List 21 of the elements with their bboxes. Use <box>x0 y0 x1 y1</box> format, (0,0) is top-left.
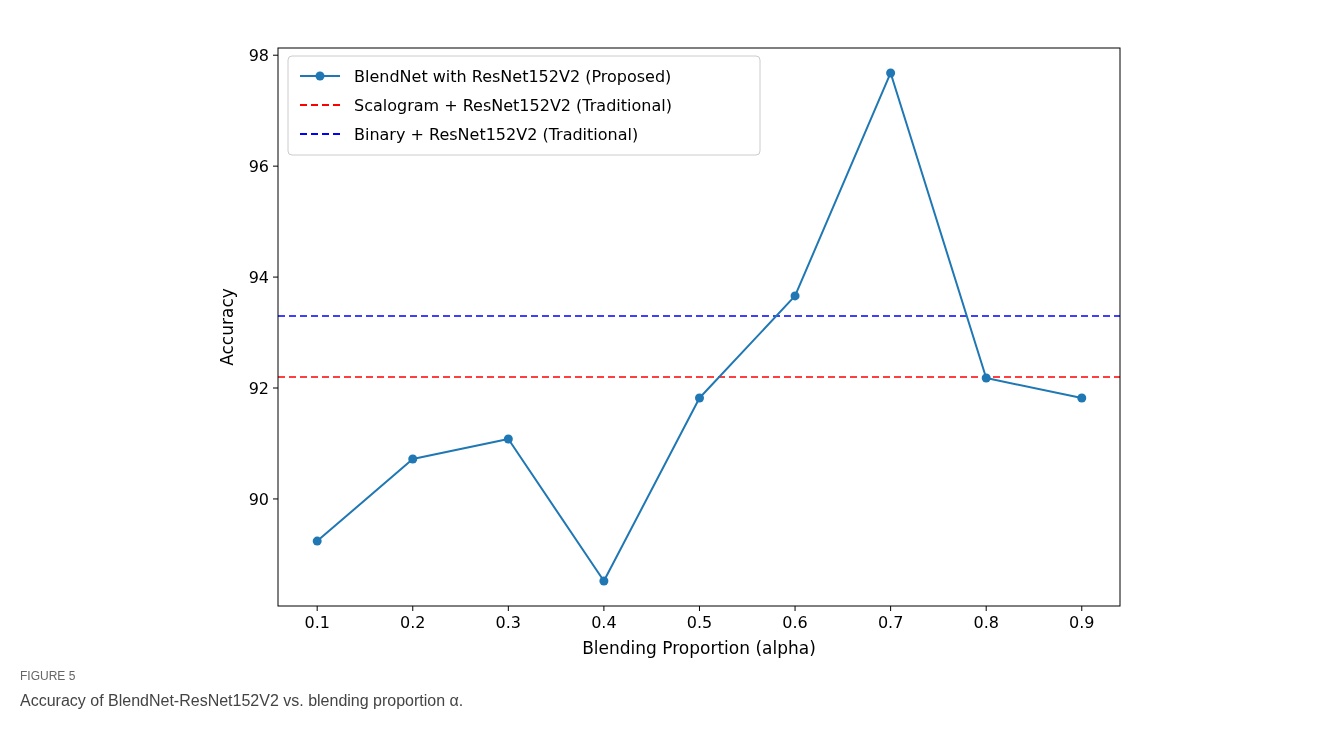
x-tick-label: 0.7 <box>877 613 904 632</box>
y-tick-label: 98 <box>248 45 269 65</box>
x-tick-label: 0.3 <box>495 613 522 632</box>
y-tick-label: 92 <box>248 378 269 398</box>
x-tick-label: 0.4 <box>591 613 617 632</box>
caption: FIGURE 5 <box>20 669 76 683</box>
x-tick-label: 0.5 <box>686 613 713 632</box>
x-tick-label: 0.9 <box>1069 613 1095 632</box>
text: Accuracy of BlendNet-ResNet152V2 vs. blending proportion α. <box>20 692 464 709</box>
x-tick-label: 0.2 <box>400 613 426 632</box>
x-tick-label: 0.8 <box>973 613 999 632</box>
legend-label: BlendNet with ResNet152V2 (Proposed) <box>354 66 672 86</box>
y-tick-label: 94 <box>248 267 269 287</box>
x-tick-label: 0.6 <box>782 613 808 632</box>
y-tick-label: 96 <box>248 156 269 176</box>
y-axis-title: Accuracy <box>217 288 237 366</box>
y-tick-label: 90 <box>248 489 269 509</box>
legend-label: Scalogram + ResNet152V2 (Traditional) <box>354 95 672 115</box>
legend-label: Binary + ResNet152V2 (Traditional) <box>354 124 639 144</box>
x-axis-title: Blending Proportion (alpha) <box>582 638 816 658</box>
x-tick-label: 0.1 <box>304 613 330 632</box>
